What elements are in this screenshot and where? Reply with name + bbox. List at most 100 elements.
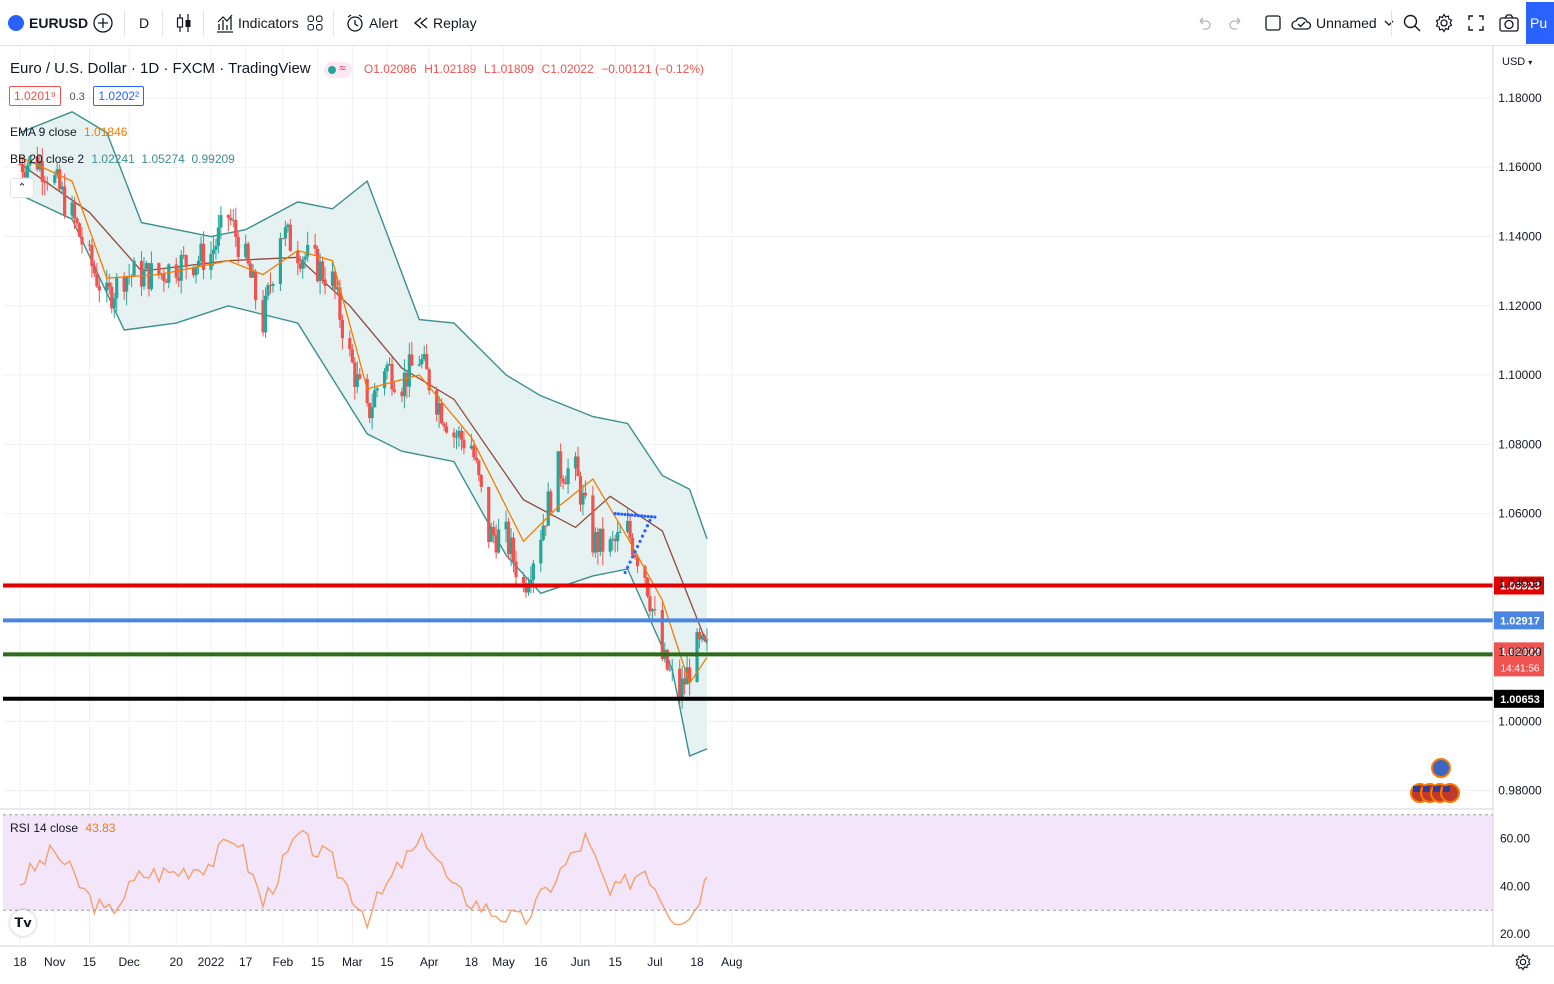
candle-body xyxy=(633,554,637,558)
candle-body xyxy=(688,667,692,682)
candle-body xyxy=(296,251,300,264)
candle-body xyxy=(469,445,473,449)
time-tick-label: Mar xyxy=(342,955,363,969)
candle-body xyxy=(244,243,248,257)
templates-button[interactable] xyxy=(306,0,324,46)
candle-body xyxy=(573,456,578,469)
publish-button[interactable]: Pu xyxy=(1526,2,1554,44)
multi-layout-button[interactable] xyxy=(1264,0,1282,46)
ema-legend[interactable]: EMA 9 close 1.01846 xyxy=(10,125,127,139)
rsi-tick-label: 20.00 xyxy=(1500,927,1530,941)
price-tick-label: 0.98000 xyxy=(1498,784,1542,798)
undo-button[interactable] xyxy=(1196,0,1212,46)
triangle-dot xyxy=(640,514,644,518)
triangle-dot xyxy=(643,529,647,533)
redo-button[interactable] xyxy=(1228,0,1244,46)
triangle-pattern-drawing[interactable] xyxy=(613,511,657,575)
indicators-button[interactable]: Indicators xyxy=(215,0,299,46)
candle-body xyxy=(18,163,22,165)
sell-price-button[interactable]: 1.0201⁹ xyxy=(9,86,61,106)
triangle-dot xyxy=(640,534,645,538)
candle-body xyxy=(462,439,466,449)
economic-events[interactable] xyxy=(1410,758,1460,803)
candle-body xyxy=(549,491,553,512)
candle-body xyxy=(477,460,481,476)
candle-body xyxy=(593,532,597,553)
candle-body xyxy=(231,219,235,221)
chart-grid xyxy=(0,46,1493,946)
candle-body xyxy=(38,161,42,170)
fullscreen-button[interactable] xyxy=(1467,0,1485,46)
candle-body xyxy=(474,457,478,461)
chart-type-button[interactable] xyxy=(174,0,194,46)
candle-body xyxy=(546,491,550,526)
candle-body xyxy=(564,482,568,485)
candle-body xyxy=(105,282,109,291)
candle-body xyxy=(511,537,516,562)
candle-body xyxy=(402,372,406,397)
candle-body xyxy=(566,468,570,485)
ohlc-low: L1.01809 xyxy=(483,62,534,76)
candle-body xyxy=(25,165,30,178)
eu-flag-event-icon[interactable] xyxy=(1431,758,1451,778)
gear-icon xyxy=(1435,13,1453,33)
candle-body xyxy=(335,287,340,290)
candle-body xyxy=(616,532,620,542)
quick-search-button[interactable] xyxy=(1402,0,1422,46)
cloud-check-icon xyxy=(1291,17,1312,30)
candle-body xyxy=(427,369,431,391)
rsi-legend[interactable]: RSI 14 close 43.83 xyxy=(10,821,115,835)
time-tick-label: 15 xyxy=(380,955,394,969)
candle-body xyxy=(459,430,464,440)
buy-price-button[interactable]: 1.0202² xyxy=(93,86,145,106)
replay-button[interactable]: Replay xyxy=(413,0,477,46)
candle-body xyxy=(350,349,354,363)
candle-body xyxy=(149,263,154,290)
candle-body xyxy=(628,520,632,538)
compare-symbol-button[interactable] xyxy=(92,0,114,46)
candle-body xyxy=(266,284,270,296)
candle-body xyxy=(596,532,600,552)
price-level-label: 1.02917 xyxy=(1500,615,1540,627)
triangle-dot xyxy=(645,524,650,528)
triangle-dot xyxy=(616,512,621,516)
candle-body xyxy=(219,215,223,228)
candle-body xyxy=(531,563,535,580)
candle-body xyxy=(400,391,404,397)
candle-body xyxy=(90,244,94,267)
candle-body xyxy=(613,538,617,542)
fullscreen-icon xyxy=(1468,15,1484,31)
bollinger-legend[interactable]: BB 20 close 2 1.02241 1.05274 0.99209 xyxy=(10,152,235,166)
settings-button[interactable] xyxy=(1434,0,1454,46)
grid-icon xyxy=(307,15,323,31)
horizontal-levels: 1.039231.029171.019351.006531.0202214:41… xyxy=(3,576,1544,708)
indicators-icon xyxy=(217,14,233,33)
collapse-legend-button[interactable]: ⌃ xyxy=(10,178,34,198)
time-tick-label: 18 xyxy=(690,955,704,969)
candle-body xyxy=(440,403,444,424)
layout-menu-button[interactable]: Unnamed xyxy=(1290,0,1395,46)
candle-body xyxy=(157,263,161,275)
candle-body xyxy=(53,175,57,183)
price-tick-label: 1.14000 xyxy=(1498,230,1542,244)
candle-body xyxy=(251,271,255,278)
candle-body xyxy=(226,215,230,218)
snapshot-button[interactable] xyxy=(1498,0,1520,46)
candle-body xyxy=(504,521,508,530)
candle-body xyxy=(410,354,414,366)
candle-body xyxy=(524,583,528,593)
candle-body xyxy=(697,631,702,640)
last-price-tag xyxy=(1494,642,1544,677)
interval-button[interactable]: D xyxy=(139,0,149,46)
gear-icon xyxy=(1515,953,1531,971)
price-chart[interactable]: 1.039231.029171.019351.006531.0202214:41… xyxy=(0,46,1554,984)
currency-selector[interactable]: USD ▾ xyxy=(1502,56,1532,68)
chevron-down-icon: ▾ xyxy=(1528,58,1533,67)
symbol-search-button[interactable]: EURUSD xyxy=(8,0,88,46)
price-tick-label: 1.02000 xyxy=(1498,645,1542,659)
tradingview-logo[interactable]: 𝗧𝘃 xyxy=(10,910,36,936)
time-tick-label: Jun xyxy=(571,955,590,969)
rsi-line xyxy=(19,829,708,930)
chart-settings-button[interactable] xyxy=(1514,953,1532,976)
alert-button[interactable]: Alert xyxy=(345,0,398,46)
